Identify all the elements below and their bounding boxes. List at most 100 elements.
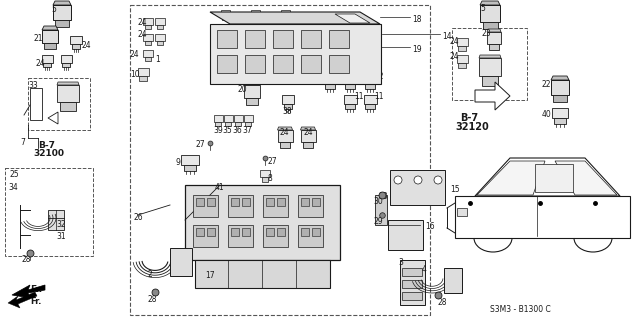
Polygon shape [475, 158, 620, 196]
Bar [329, 30, 349, 48]
Circle shape [414, 176, 422, 184]
Text: 34: 34 [8, 183, 18, 192]
Bar [245, 55, 265, 73]
Bar [282, 16, 288, 20]
Polygon shape [479, 55, 501, 58]
Text: 11: 11 [374, 92, 383, 101]
Bar [346, 104, 355, 109]
Text: 17: 17 [205, 271, 214, 279]
Bar [278, 130, 292, 142]
Bar [551, 80, 569, 95]
Text: 21: 21 [33, 34, 42, 43]
Text: B-7: B-7 [460, 113, 478, 123]
Bar [483, 76, 498, 86]
Bar [244, 85, 260, 98]
Text: Fr.: Fr. [30, 286, 42, 294]
Polygon shape [335, 14, 370, 23]
Bar [479, 58, 501, 76]
Text: 38: 38 [282, 107, 292, 116]
Bar [195, 260, 330, 288]
Bar [301, 55, 321, 73]
Bar [181, 155, 199, 165]
Text: 35: 35 [222, 126, 232, 135]
Bar [298, 225, 323, 247]
Bar [250, 10, 259, 16]
Polygon shape [475, 82, 510, 110]
Text: 32: 32 [56, 220, 66, 229]
Text: 11: 11 [354, 72, 364, 81]
Text: 14: 14 [442, 32, 452, 41]
Bar [402, 268, 422, 276]
Text: 24: 24 [280, 128, 290, 137]
Bar [53, 5, 71, 20]
Text: 10: 10 [130, 70, 140, 79]
Text: 24: 24 [130, 50, 140, 59]
Polygon shape [57, 82, 79, 85]
Circle shape [394, 176, 402, 184]
Text: 23: 23 [481, 29, 491, 38]
Circle shape [434, 176, 442, 184]
Bar [61, 55, 72, 63]
Text: 18: 18 [412, 15, 422, 24]
Bar [214, 115, 223, 122]
Bar [263, 225, 288, 247]
Text: 13: 13 [378, 192, 388, 201]
Bar [55, 20, 68, 27]
Bar [155, 18, 165, 25]
Bar [145, 25, 151, 29]
Bar [217, 30, 237, 48]
Bar [193, 225, 218, 247]
Bar [235, 122, 241, 126]
Bar [60, 102, 76, 111]
Polygon shape [477, 161, 545, 195]
Text: 16: 16 [425, 222, 435, 231]
Bar [280, 142, 291, 148]
Bar [458, 63, 465, 68]
Bar [458, 46, 465, 51]
Bar [138, 68, 148, 76]
Text: 4: 4 [422, 265, 427, 274]
Bar [48, 210, 64, 230]
Text: 24: 24 [137, 18, 147, 27]
Bar [193, 195, 218, 217]
Text: 12: 12 [374, 72, 383, 81]
Bar [303, 142, 313, 148]
Bar [207, 198, 215, 206]
Text: 24: 24 [450, 52, 460, 61]
Bar [252, 16, 258, 20]
Text: 7: 7 [20, 138, 25, 147]
Bar [210, 24, 381, 84]
Bar [277, 228, 285, 236]
Text: 25: 25 [10, 170, 20, 179]
Text: 1: 1 [155, 55, 160, 64]
Bar [157, 25, 163, 29]
Text: 33: 33 [28, 81, 38, 90]
Bar [42, 55, 52, 63]
Text: 9: 9 [176, 158, 181, 167]
Bar [301, 30, 321, 48]
Text: 19: 19 [412, 45, 422, 54]
Bar [217, 55, 237, 73]
Polygon shape [42, 26, 58, 30]
Bar [301, 130, 316, 142]
Bar [143, 50, 153, 56]
Bar [375, 195, 387, 225]
Bar [273, 30, 293, 48]
Text: 26: 26 [134, 213, 143, 222]
Bar [390, 170, 445, 205]
Bar [72, 44, 80, 49]
Bar [262, 177, 268, 182]
Text: 15: 15 [450, 185, 460, 194]
Bar [143, 34, 153, 41]
Bar [323, 75, 337, 84]
Text: 20: 20 [237, 85, 246, 94]
Bar [452, 28, 527, 100]
Text: 31: 31 [56, 232, 66, 241]
Text: 37: 37 [242, 126, 252, 135]
Text: 32100: 32100 [33, 149, 64, 158]
Text: 41: 41 [215, 183, 225, 192]
Bar [365, 104, 374, 109]
Bar [402, 280, 422, 288]
Bar [28, 78, 90, 130]
Bar [260, 170, 270, 177]
